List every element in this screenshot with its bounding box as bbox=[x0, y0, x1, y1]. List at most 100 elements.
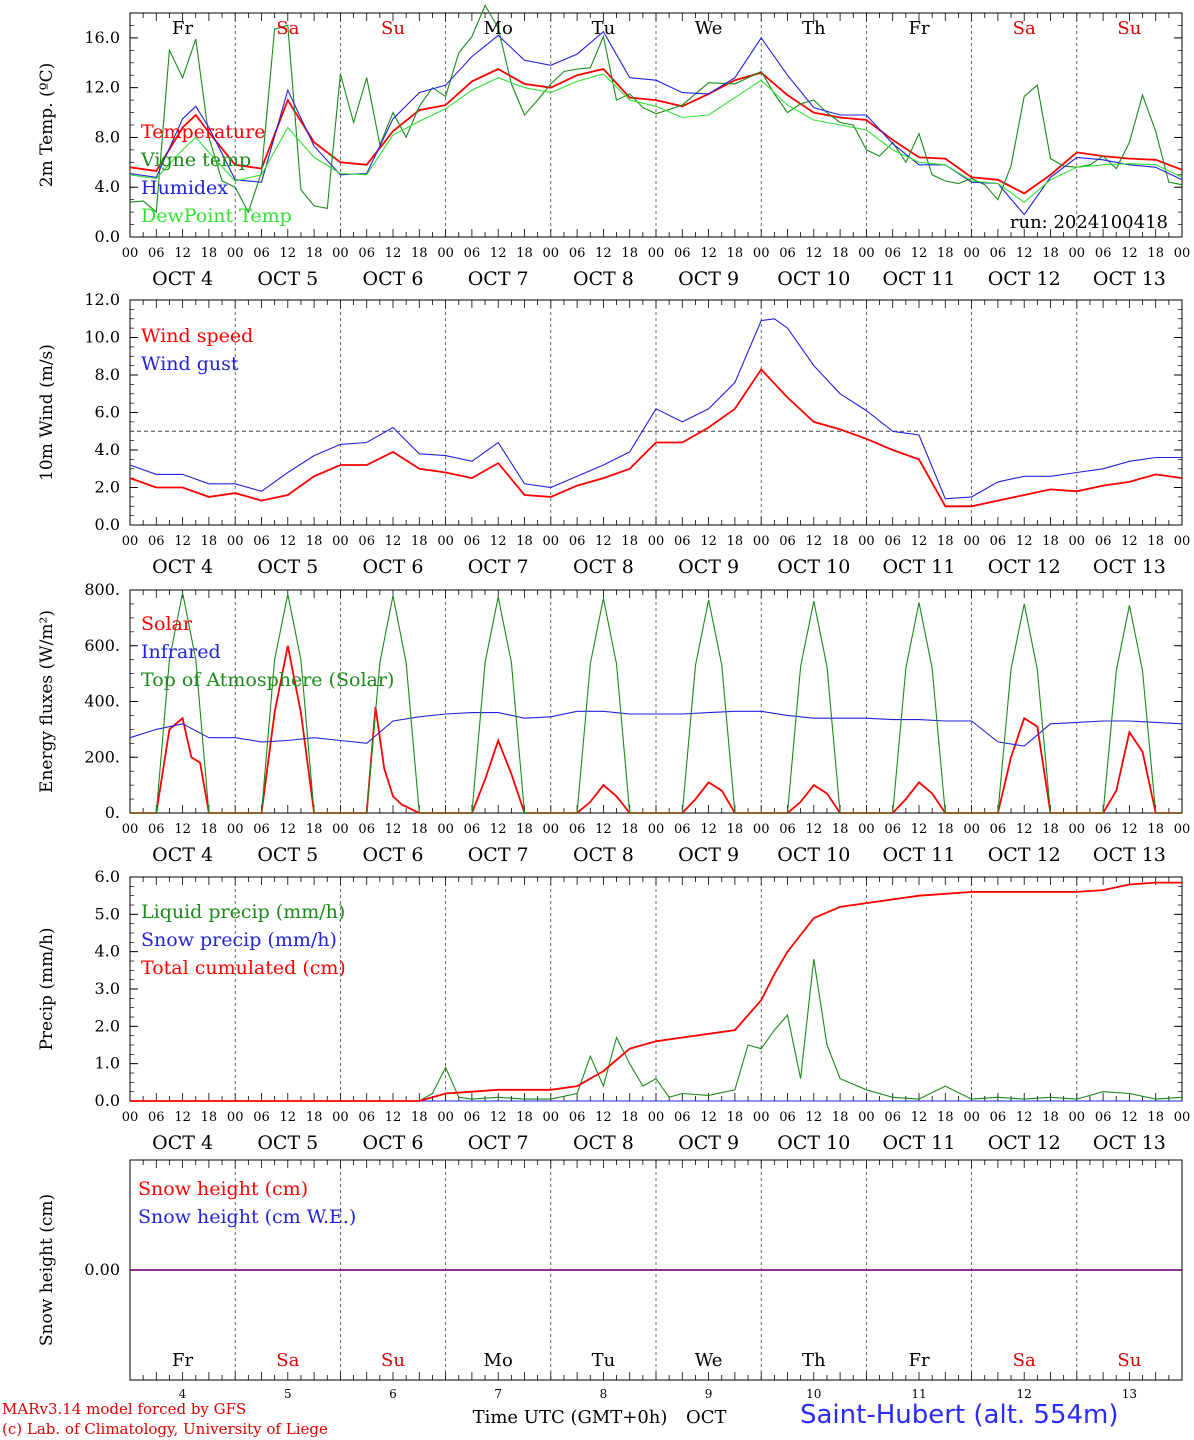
hour-tick-label: 00 bbox=[543, 822, 560, 837]
hour-tick-label: 12 bbox=[280, 1110, 297, 1125]
date-label: OCT 7 bbox=[468, 556, 529, 578]
hour-tick-label: 18 bbox=[411, 822, 428, 837]
hour-tick-label: 18 bbox=[937, 534, 954, 549]
series-line-total-cumulated-cm- bbox=[130, 881, 1182, 1102]
legend-entry: Snow height (cm W.E.) bbox=[138, 1206, 356, 1228]
date-label: OCT 6 bbox=[363, 268, 424, 290]
legend-entry: Vigne temp bbox=[140, 149, 251, 171]
day-name-label: Tu bbox=[592, 18, 616, 39]
date-label: OCT 10 bbox=[777, 268, 850, 290]
series-line-vigne-temp bbox=[129, 4, 1183, 214]
date-label: OCT 10 bbox=[777, 844, 850, 866]
hour-tick-label: 00 bbox=[437, 822, 454, 837]
hour-tick-label: 06 bbox=[674, 822, 691, 837]
hour-tick-label: 06 bbox=[990, 246, 1007, 261]
date-label: OCT 11 bbox=[882, 1132, 955, 1154]
hour-tick-label: 00 bbox=[1174, 534, 1191, 549]
hour-tick-label: 06 bbox=[358, 534, 375, 549]
station-name: Saint-Hubert (alt. 554m) bbox=[800, 1400, 1119, 1430]
hour-tick-label: 06 bbox=[358, 822, 375, 837]
series-line-temperature bbox=[129, 67, 1183, 195]
hour-tick-label: 12 bbox=[490, 822, 507, 837]
hour-tick-label: 06 bbox=[884, 246, 901, 261]
y-tick-label: 4.0 bbox=[95, 177, 120, 196]
series-line-infrared bbox=[129, 710, 1183, 747]
hour-tick-label: 12 bbox=[1016, 246, 1033, 261]
hour-tick-label: 00 bbox=[963, 1110, 980, 1125]
y-tick-label: 0. bbox=[105, 803, 120, 822]
hour-tick-label: 00 bbox=[753, 822, 770, 837]
hour-tick-label: 00 bbox=[122, 1110, 139, 1125]
date-label: OCT 4 bbox=[152, 844, 213, 866]
hour-tick-label: 06 bbox=[674, 1110, 691, 1125]
series-line-wind-gust bbox=[129, 318, 1182, 500]
series-line-humidex bbox=[129, 30, 1183, 216]
hour-tick-label: 00 bbox=[227, 246, 244, 261]
date-number-label: 13 bbox=[1122, 1387, 1137, 1401]
series-line-dewpoint-temp bbox=[129, 73, 1183, 203]
y-tick-label: 1.0 bbox=[95, 1054, 120, 1073]
y-tick-label: 0.0 bbox=[95, 1091, 120, 1110]
date-number-label: 5 bbox=[284, 1387, 292, 1401]
day-name-label: Sa bbox=[1013, 1350, 1036, 1371]
date-number-label: 9 bbox=[705, 1387, 713, 1401]
hour-tick-label: 00 bbox=[963, 534, 980, 549]
date-label: OCT 8 bbox=[573, 1132, 634, 1154]
hour-tick-label: 12 bbox=[806, 1110, 823, 1125]
y-tick-label: 16.0 bbox=[84, 28, 120, 47]
hour-tick-label: 18 bbox=[727, 822, 744, 837]
hour-tick-label: 00 bbox=[858, 246, 875, 261]
hour-tick-label: 06 bbox=[779, 246, 796, 261]
date-label: OCT 7 bbox=[468, 268, 529, 290]
hour-tick-label: 12 bbox=[174, 822, 191, 837]
hour-tick-label: 18 bbox=[1042, 246, 1059, 261]
hour-tick-label: 18 bbox=[201, 246, 218, 261]
hour-tick-label: 06 bbox=[779, 822, 796, 837]
hour-tick-label: 18 bbox=[832, 822, 849, 837]
hour-tick-label: 18 bbox=[411, 1110, 428, 1125]
hour-tick-label: 00 bbox=[543, 534, 560, 549]
hour-tick-label: 00 bbox=[122, 822, 139, 837]
day-name-label: Su bbox=[381, 1350, 405, 1371]
hour-tick-label: 18 bbox=[937, 1110, 954, 1125]
hour-tick-label: 06 bbox=[990, 534, 1007, 549]
hour-tick-label: 00 bbox=[1174, 822, 1191, 837]
hour-tick-label: 00 bbox=[963, 822, 980, 837]
series-line-liquid-precip-mm-h- bbox=[130, 959, 1183, 1102]
date-label: OCT 7 bbox=[468, 844, 529, 866]
date-label: OCT 12 bbox=[988, 556, 1061, 578]
hour-tick-label: 12 bbox=[595, 534, 612, 549]
hour-tick-label: 00 bbox=[543, 1110, 560, 1125]
hour-tick-label: 00 bbox=[332, 246, 349, 261]
date-number-label: 12 bbox=[1017, 1387, 1032, 1401]
hour-tick-label: 00 bbox=[332, 534, 349, 549]
hour-tick-label: 12 bbox=[490, 534, 507, 549]
day-name-label: Su bbox=[1117, 1350, 1141, 1371]
hour-tick-label: 06 bbox=[253, 1110, 270, 1125]
legend-entry: Solar bbox=[141, 613, 193, 635]
hour-tick-label: 00 bbox=[963, 246, 980, 261]
hour-tick-label: 06 bbox=[884, 822, 901, 837]
panel-frame-1 bbox=[129, 12, 1183, 238]
hour-tick-label: 18 bbox=[832, 1110, 849, 1125]
date-label: OCT 13 bbox=[1093, 268, 1166, 290]
hour-tick-label: 00 bbox=[648, 534, 665, 549]
hour-tick-label: 00 bbox=[1069, 1110, 1086, 1125]
hour-tick-label: 06 bbox=[148, 822, 165, 837]
y-tick-label: 3.0 bbox=[95, 979, 120, 998]
hour-tick-label: 06 bbox=[884, 1110, 901, 1125]
date-label: OCT 5 bbox=[257, 556, 318, 578]
day-name-label: Mo bbox=[484, 18, 513, 39]
hour-tick-label: 06 bbox=[253, 246, 270, 261]
hour-tick-label: 12 bbox=[280, 822, 297, 837]
hour-tick-label: 00 bbox=[1069, 822, 1086, 837]
hour-tick-label: 12 bbox=[911, 822, 928, 837]
y-tick-label: 800. bbox=[84, 580, 120, 599]
y-axis-label: 2m Temp. (ºC) bbox=[37, 63, 57, 188]
y-tick-label: 2.0 bbox=[95, 1016, 120, 1035]
day-name-label: Sa bbox=[276, 18, 299, 39]
legend-entry: Total cumulated (cm) bbox=[141, 957, 346, 979]
panel-frame-3 bbox=[129, 589, 1183, 814]
y-tick-label: 6.0 bbox=[95, 403, 120, 422]
